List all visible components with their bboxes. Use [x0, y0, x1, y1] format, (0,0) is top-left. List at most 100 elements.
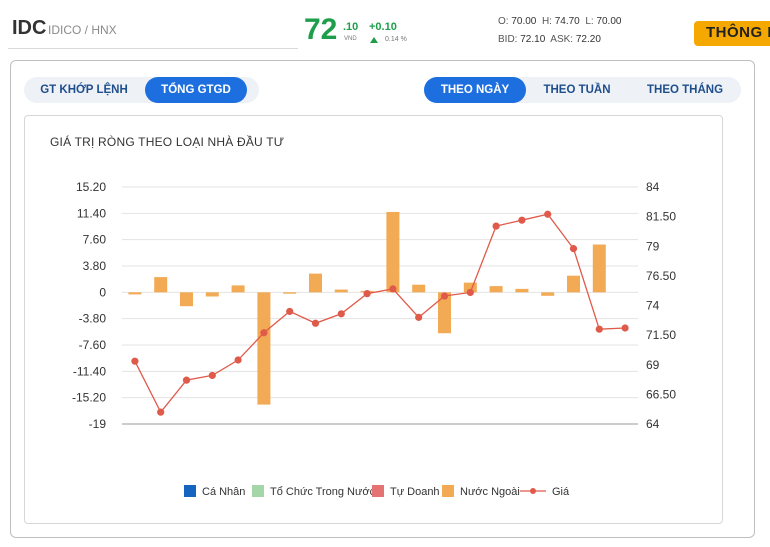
- price-decimal: .10: [343, 21, 359, 33]
- bid-label: BID:: [498, 34, 518, 45]
- net-value-chart: 15.20 11.40 7.60 3.80 0 -3.80 -7.60 -11.40 -15.2…: [72, 180, 676, 498]
- company-exchange: IDICO / HNX: [48, 23, 117, 37]
- price-point: [544, 210, 552, 218]
- price-point: [440, 292, 449, 300]
- bar-foreign: [592, 244, 606, 293]
- period-tabs: THEO NGÀY THEO TUẦN THEO THÁNG: [424, 77, 741, 103]
- bar-foreign: [283, 292, 297, 294]
- value-type-tabs: GT KHỚP LỆNH TỔNG GTGD: [24, 77, 259, 103]
- tab-tong-gtgd[interactable]: TỔNG GTGD: [145, 77, 247, 103]
- main-panel: GT KHỚP LỆNH TỔNG GTGD THEO NGÀY THEO TU…: [10, 60, 755, 538]
- price-point: [363, 290, 371, 298]
- tab-theo-tuan[interactable]: THEO TUẦN: [543, 84, 611, 96]
- y-left-tick-label: -3.80: [79, 312, 107, 326]
- legend-dot-icon: [530, 488, 536, 494]
- y-left-tick-label: 0: [99, 285, 106, 299]
- bar-foreign: [515, 288, 529, 293]
- price-point: [286, 307, 294, 316]
- tab-gt-khop-lenh[interactable]: GT KHỚP LỆNH: [40, 84, 128, 96]
- ohl-values: O: 70.00 H: 74.70 L: 70.00: [498, 16, 621, 27]
- chart-title: GIÁ TRỊ RÒNG THEO LOẠI NHÀ ĐẦU TƯ: [50, 135, 285, 149]
- tab-theo-ngay[interactable]: THEO NGÀY: [424, 77, 526, 103]
- y-right-tick-label: 79: [646, 239, 660, 253]
- tab-theo-thang[interactable]: THEO THÁNG: [646, 84, 724, 96]
- price-point: [389, 285, 397, 293]
- price-point: [337, 310, 345, 318]
- y-left-tick-label: 15.20: [76, 180, 106, 194]
- y-left-tick-label: -7.60: [79, 338, 107, 352]
- bar-foreign: [154, 277, 168, 293]
- open-label: O:: [498, 16, 509, 27]
- price-point: [518, 216, 526, 224]
- price-point: [182, 376, 191, 384]
- bar-foreign: [180, 292, 193, 307]
- y-right-tick-label: 76.50: [646, 269, 676, 283]
- bar-foreign: [463, 282, 477, 293]
- y-left-tick-label: 7.60: [83, 233, 107, 247]
- up-arrow-icon: [370, 37, 378, 43]
- bar-foreign: [309, 273, 322, 293]
- header-divider: [8, 48, 298, 49]
- y-right-tick-label: 74: [646, 299, 660, 313]
- y-right-tick-label: 71.50: [646, 328, 676, 342]
- legend-label: Nước Ngoài: [460, 486, 520, 498]
- high-label: H:: [541, 16, 552, 27]
- y-right-tick-label: 64: [646, 417, 660, 431]
- info-button[interactable]: THÔNG BÁO: [694, 21, 770, 46]
- ask-label: ASK:: [550, 34, 574, 45]
- bar-foreign: [489, 286, 503, 293]
- legend-swatch: [184, 485, 196, 497]
- price-point: [157, 408, 165, 416]
- price-unit: VND: [344, 36, 357, 42]
- low-label: L:: [585, 16, 594, 27]
- chart-card: GIÁ TRỊ RÒNG THEO LOẠI NHÀ ĐẦU TƯ 15.20 1…: [24, 115, 723, 524]
- bar-foreign: [412, 284, 426, 293]
- price-point: [595, 325, 603, 333]
- y-left-tick-label: -11.40: [73, 364, 106, 378]
- price-point: [569, 245, 578, 253]
- high-value: 74.70: [554, 16, 580, 27]
- y-left-tick-label: -19: [89, 417, 107, 431]
- low-value: 70.00: [596, 16, 622, 27]
- price-change: +0.10: [369, 21, 397, 33]
- bid-value: 72.10: [520, 34, 546, 45]
- price-point: [311, 319, 320, 327]
- legend-label: Tự Doanh: [390, 486, 440, 498]
- y-right-tick-label: 66.50: [646, 387, 676, 401]
- ask-value: 72.20: [575, 34, 601, 45]
- y-left-tick-label: -15.20: [72, 391, 106, 405]
- legend-label: Tổ Chức Trong Nước: [270, 486, 376, 498]
- legend-label: Giá: [552, 486, 570, 498]
- y-right-tick-label: 81.50: [646, 210, 676, 224]
- open-value: 70.00: [511, 16, 537, 27]
- price-point: [131, 357, 139, 365]
- bar-foreign: [257, 292, 271, 405]
- price-point: [208, 371, 216, 380]
- bar-foreign: [567, 275, 580, 293]
- price-point: [260, 329, 268, 337]
- legend-swatch: [442, 485, 454, 497]
- bar-foreign: [334, 289, 348, 293]
- ticker-symbol: IDC: [12, 17, 47, 39]
- price-point: [466, 288, 474, 297]
- price-point: [234, 356, 242, 364]
- price-line: [134, 213, 626, 414]
- legend-swatch: [372, 485, 384, 497]
- legend-swatch: [252, 485, 264, 497]
- price-point: [415, 313, 423, 321]
- bar-foreign: [438, 292, 451, 334]
- bar-foreign: [231, 285, 245, 293]
- y-right-tick-label: 84: [646, 180, 660, 194]
- bid-ask-values: BID: 72.10 ASK: 72.20: [498, 34, 601, 45]
- legend-label: Cá Nhân: [202, 486, 245, 498]
- y-left-tick-label: 11.40: [77, 206, 106, 220]
- price-integer: 72: [304, 13, 338, 46]
- price-point: [492, 222, 500, 230]
- bar-foreign: [541, 292, 555, 296]
- y-right-tick-label: 69: [646, 358, 660, 372]
- bar-foreign: [386, 211, 400, 293]
- price-change-pct: 0.14 %: [385, 36, 407, 43]
- bar-foreign: [128, 292, 142, 295]
- y-left-tick-label: 3.80: [83, 259, 107, 273]
- stock-header: IDC IDICO / HNX 72 .10 VND +0.10 0.14 % …: [0, 0, 770, 60]
